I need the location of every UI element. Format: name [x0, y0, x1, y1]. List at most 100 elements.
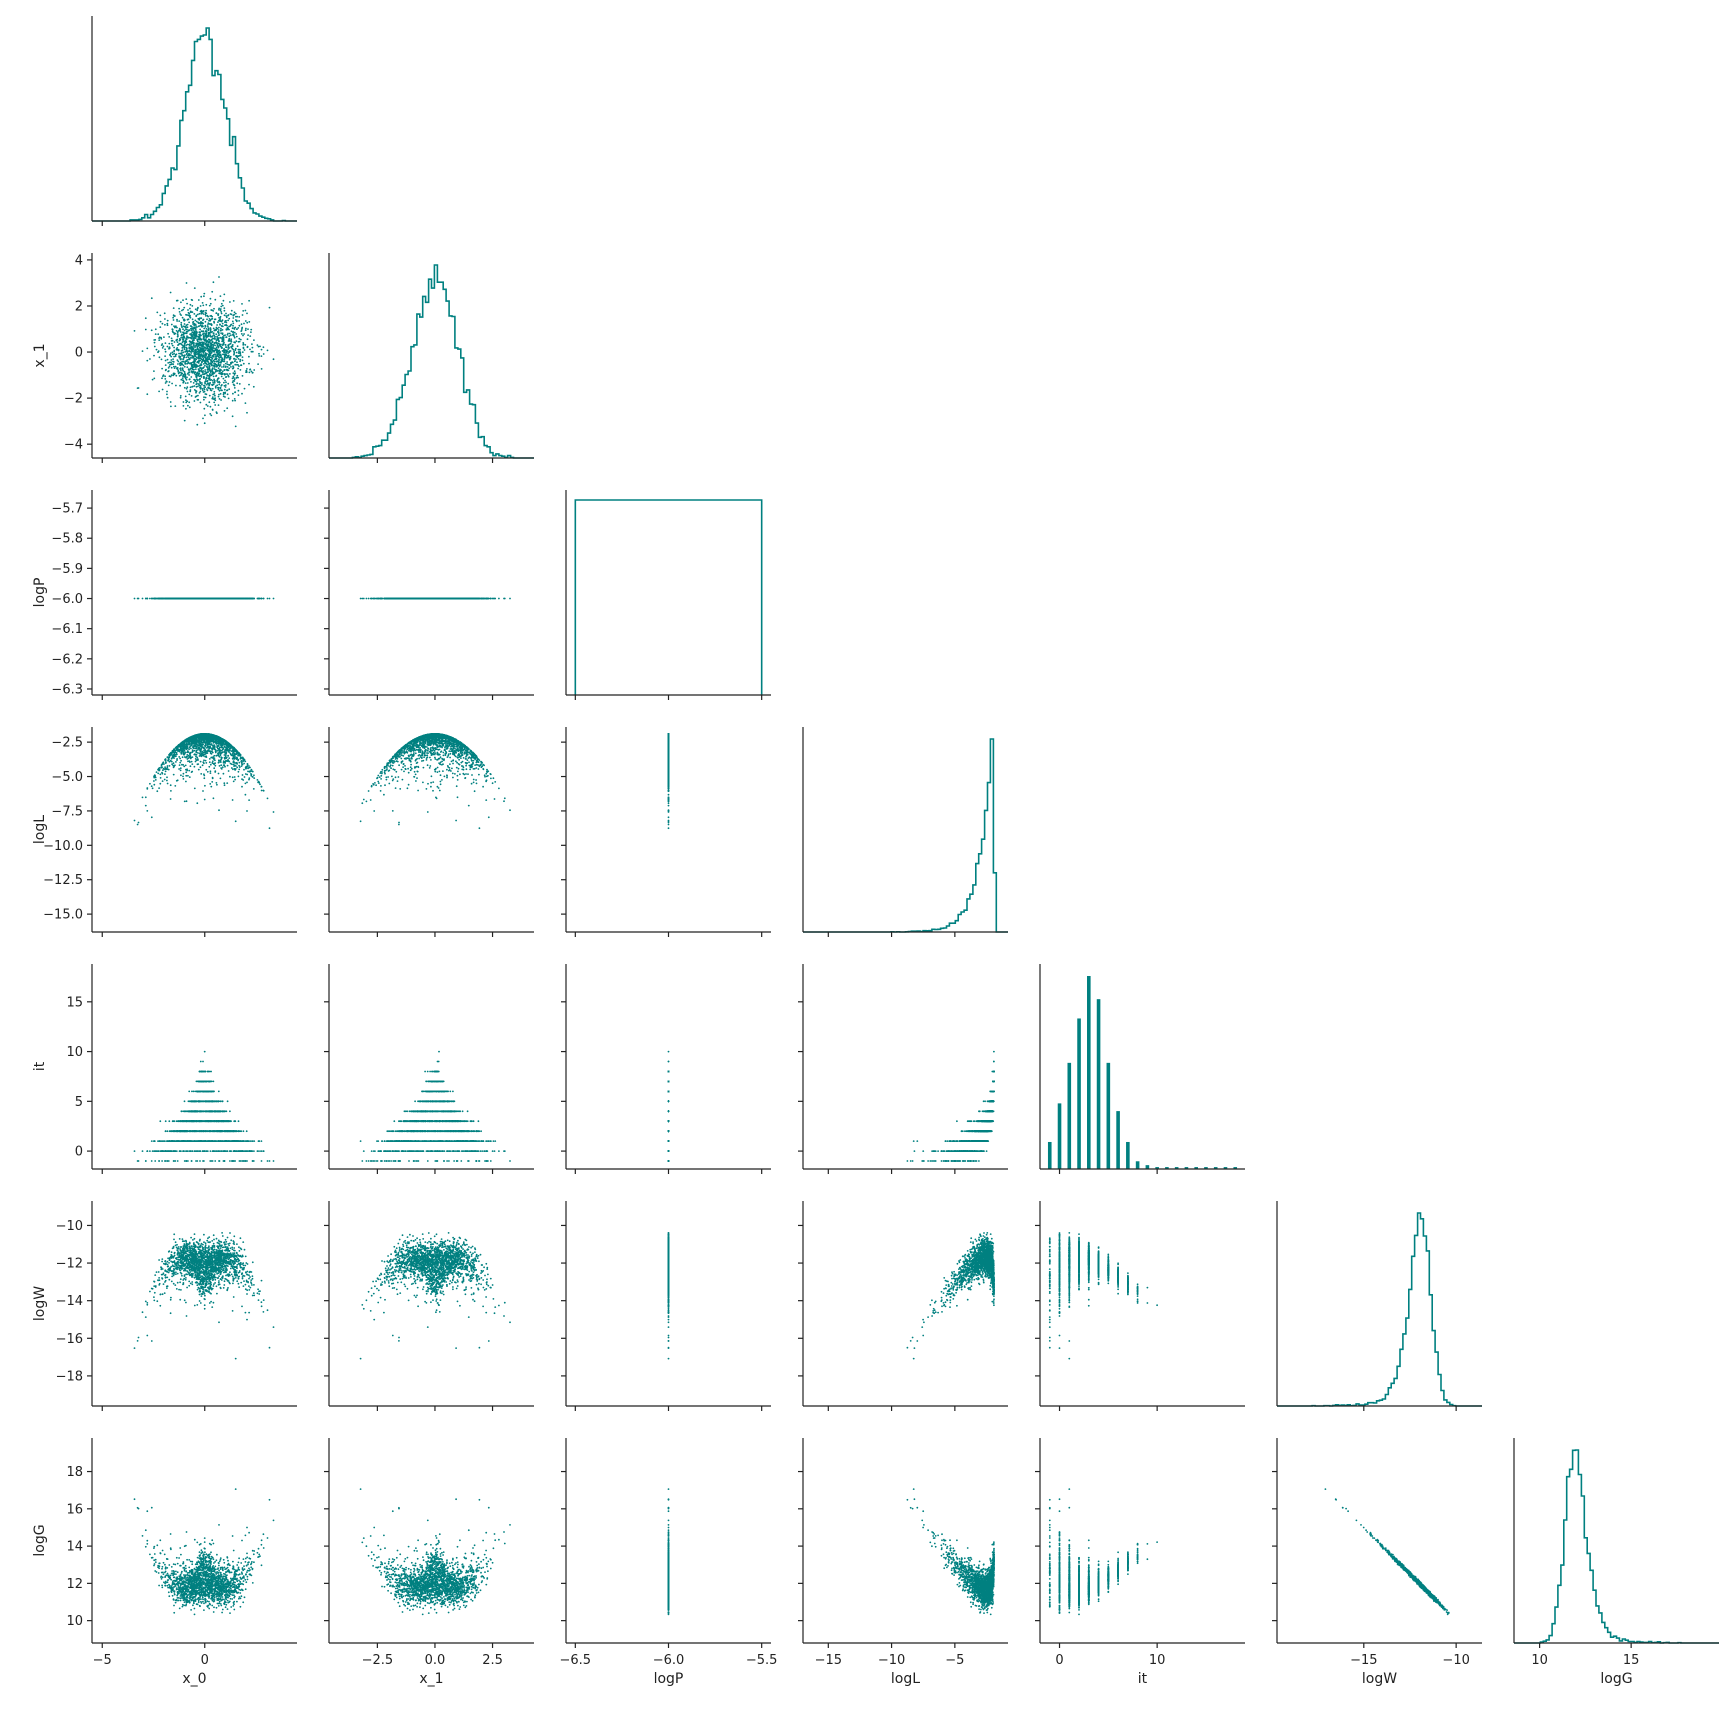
scatter-point	[239, 359, 241, 361]
scatter-point	[227, 320, 229, 322]
scatter-point	[179, 340, 181, 342]
scatter-point	[210, 406, 212, 408]
scatter-point	[235, 340, 237, 342]
scatter-point	[190, 357, 192, 359]
scatter-point	[188, 370, 190, 372]
scatter-point	[205, 336, 207, 338]
scatter-point	[185, 326, 187, 328]
scatter-point	[241, 327, 243, 329]
scatter-point	[179, 328, 181, 330]
scatter-point	[241, 329, 243, 331]
scatter-point	[199, 329, 201, 331]
scatter-point	[263, 598, 265, 600]
scatter-point	[217, 387, 219, 389]
scatter-point	[164, 348, 166, 350]
scatter-point	[213, 391, 215, 393]
scatter-point	[173, 350, 175, 352]
scatter-point	[230, 350, 232, 352]
scatter-point	[163, 336, 165, 338]
scatter-points	[134, 598, 275, 600]
y-tick-label: −2	[64, 392, 83, 407]
scatter-point	[182, 377, 184, 379]
scatter-point	[170, 401, 172, 403]
scatter-point	[181, 352, 183, 354]
scatter-point	[209, 346, 211, 348]
scatter-point	[250, 331, 252, 333]
scatter-point	[220, 295, 222, 297]
scatter-point	[196, 424, 198, 426]
scatter-point	[193, 353, 195, 355]
scatter-point	[212, 382, 214, 384]
scatter-point	[183, 401, 185, 403]
scatter-point	[188, 359, 190, 361]
scatter-point	[207, 390, 209, 392]
scatter-point	[199, 379, 201, 381]
scatter-point	[168, 367, 170, 369]
scatter-point	[243, 363, 245, 365]
scatter-point	[214, 363, 216, 365]
scatter-point	[226, 316, 228, 318]
scatter-point	[167, 598, 169, 600]
scatter-point	[205, 310, 207, 312]
scatter-point	[185, 344, 187, 346]
scatter-point	[259, 346, 261, 348]
scatter-point	[152, 379, 154, 381]
scatter-point	[223, 598, 225, 600]
scatter-point	[228, 338, 230, 340]
scatter-point	[223, 364, 225, 366]
scatter-point	[190, 311, 192, 313]
scatter-point	[209, 368, 211, 370]
scatter-point	[184, 330, 186, 332]
scatter-point	[165, 382, 167, 384]
scatter-point	[221, 303, 223, 305]
scatter-point	[218, 384, 220, 386]
scatter-point	[153, 355, 155, 357]
scatter-point	[232, 393, 234, 395]
scatter-point	[208, 383, 210, 385]
scatter-point	[167, 333, 169, 335]
scatter-point	[190, 376, 192, 378]
scatter-point	[203, 376, 205, 378]
scatter-point	[193, 326, 195, 328]
scatter-point	[192, 349, 194, 351]
scatter-point	[162, 389, 164, 391]
scatter-point	[222, 350, 224, 352]
y-axis-label: x_1	[32, 343, 48, 367]
scatter-point	[178, 598, 180, 600]
scatter-point	[218, 343, 220, 345]
scatter-point	[252, 347, 254, 349]
scatter-point	[165, 364, 167, 366]
scatter-point	[153, 598, 155, 600]
scatter-point	[192, 598, 194, 600]
scatter-point	[187, 373, 189, 375]
scatter-point	[208, 354, 210, 356]
scatter-point	[204, 365, 206, 367]
scatter-point	[257, 363, 259, 365]
scatter-point	[146, 393, 148, 395]
scatter-point	[173, 366, 175, 368]
scatter-point	[232, 362, 234, 364]
scatter-point	[195, 324, 197, 326]
scatter-point	[214, 381, 216, 383]
y-tick-label: −6.2	[51, 652, 83, 667]
scatter-point	[239, 360, 241, 362]
scatter-point	[185, 382, 187, 384]
scatter-point	[188, 348, 190, 350]
scatter-point	[234, 373, 236, 375]
scatter-point	[230, 366, 232, 368]
scatter-point	[186, 282, 188, 284]
scatter-point	[221, 347, 223, 349]
scatter-point	[164, 355, 166, 357]
scatter-point	[220, 356, 222, 358]
scatter-point	[229, 373, 231, 375]
scatter-point	[223, 393, 225, 395]
scatter-point	[180, 395, 182, 397]
scatter-point	[218, 327, 220, 329]
scatter-point	[195, 330, 197, 332]
scatter-point	[184, 337, 186, 339]
scatter-point	[232, 378, 234, 380]
scatter-point	[253, 386, 255, 388]
scatter-point	[208, 385, 210, 387]
scatter-point	[199, 350, 201, 352]
scatter-point	[237, 345, 239, 347]
